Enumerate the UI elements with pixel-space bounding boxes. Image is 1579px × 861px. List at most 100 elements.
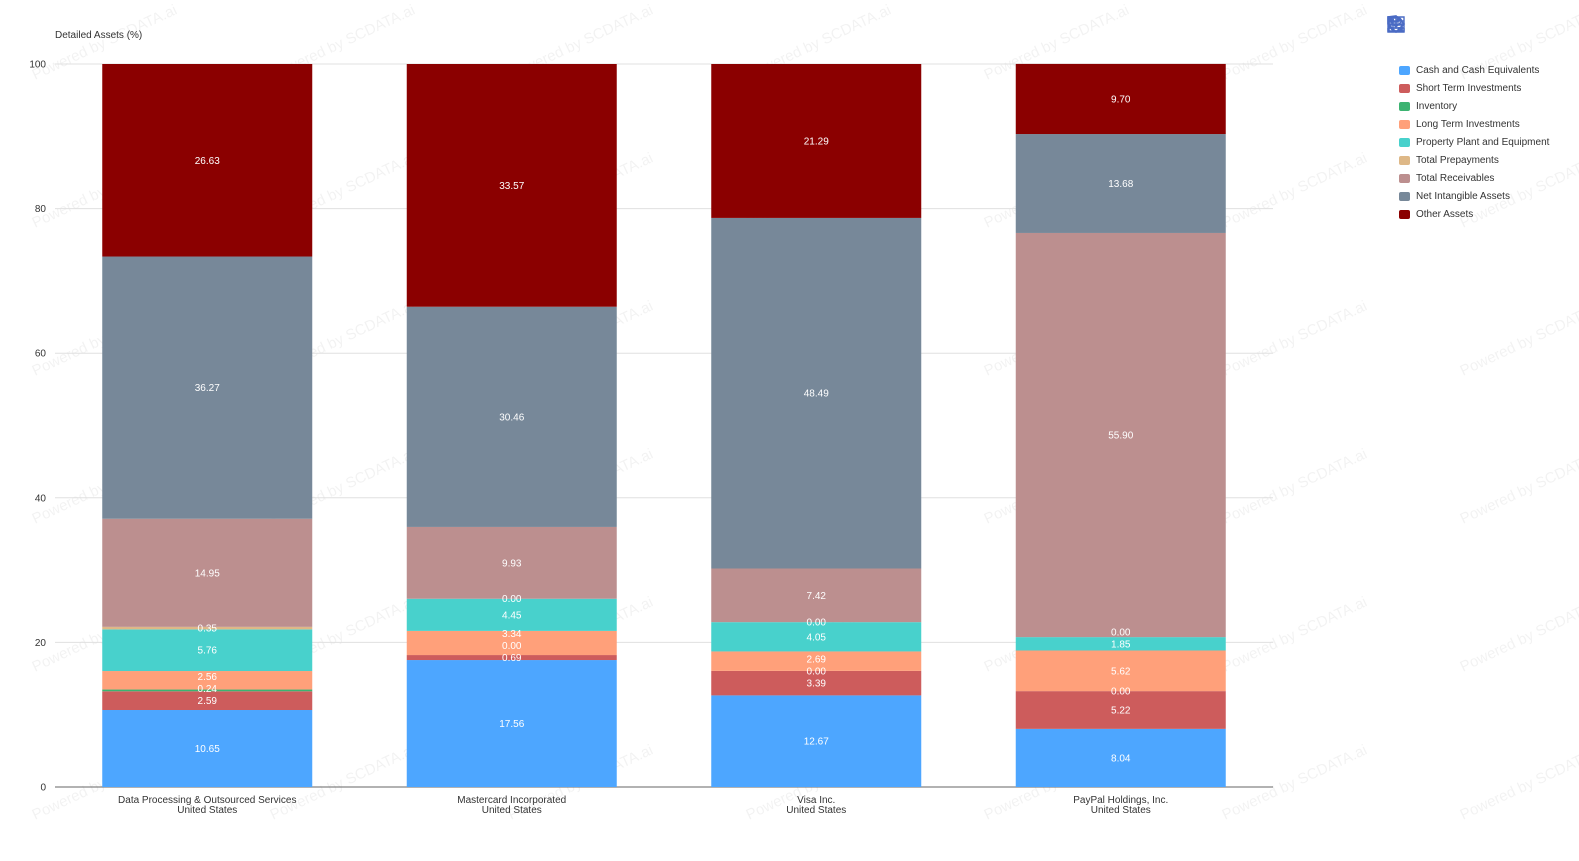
watermark-text: Powered by SCDATA.ai	[1458, 446, 1579, 528]
bar-segment	[406, 526, 617, 599]
bar-segment	[406, 630, 617, 656]
data-label: 0.00	[502, 594, 522, 605]
bar-segment	[1015, 728, 1226, 787]
bar-segment	[1015, 691, 1226, 729]
bar-segment	[1015, 63, 1226, 135]
legend-swatch	[1399, 84, 1410, 94]
bar-segment	[102, 64, 313, 257]
data-label: 0.00	[807, 618, 827, 629]
bar-segment	[406, 306, 617, 527]
bar-segment	[711, 622, 922, 652]
data-label: 55.90	[1108, 431, 1133, 442]
y-tick-label: 0	[40, 783, 46, 794]
y-tick-label: 40	[35, 493, 47, 504]
bar-segment	[711, 217, 922, 569]
legend-swatch	[1399, 102, 1410, 112]
watermark-text: Powered by SCDATA.ai	[1220, 594, 1370, 676]
x-tick-label: Data Processing & Outsourced Services	[118, 795, 296, 806]
legend-label: Cash and Cash Equivalents	[1416, 65, 1540, 77]
data-label: 9.70	[1111, 94, 1131, 105]
data-label: 5.62	[1111, 666, 1131, 677]
bar-segment	[102, 710, 313, 787]
y-axis-title: Detailed Assets (%)	[55, 30, 142, 41]
bar-segment	[102, 256, 313, 519]
data-label: 9.93	[502, 558, 522, 569]
legend-label: Net Intangible Assets	[1416, 190, 1510, 202]
data-label: 2.69	[807, 654, 827, 665]
y-tick-label: 20	[35, 638, 47, 649]
watermark-text: Powered by SCDATA.ai	[1220, 150, 1370, 232]
x-tick-label: Visa Inc.	[797, 795, 835, 806]
data-label: 2.56	[198, 672, 218, 683]
y-tick-label: 80	[35, 204, 47, 215]
bar-segment	[1015, 650, 1226, 692]
x-tick-label: United States	[177, 805, 237, 816]
watermark-text: Powered by SCDATA.ai	[1458, 298, 1579, 380]
watermark-text: Powered by SCDATA.ai	[1458, 742, 1579, 824]
data-label: 7.42	[807, 591, 827, 602]
data-label: 13.68	[1108, 179, 1133, 190]
bar-segment	[711, 64, 922, 218]
bar-segment	[102, 671, 313, 690]
watermark-text: Powered by SCDATA.ai	[1220, 298, 1370, 380]
legend-swatch	[1399, 120, 1410, 130]
data-label: 8.04	[1111, 753, 1131, 764]
legend-item[interactable]: Net Intangible Assets	[1399, 187, 1549, 205]
bar-segment	[711, 568, 922, 623]
legend-label: Other Assets	[1416, 208, 1474, 220]
legend-item[interactable]: Property Plant and Equipment	[1399, 134, 1549, 152]
refresh-icon[interactable]	[1386, 14, 1406, 34]
bar-segment	[711, 695, 922, 787]
legend-item[interactable]: Short Term Investments	[1399, 80, 1549, 98]
legend-item[interactable]: Long Term Investments	[1399, 116, 1549, 134]
bar-segment	[406, 64, 617, 307]
data-label: 21.29	[804, 136, 829, 147]
data-label: 36.27	[195, 383, 220, 394]
data-label: 17.56	[499, 719, 524, 730]
legend-swatch	[1399, 209, 1410, 219]
legend-item[interactable]: Other Assets	[1399, 205, 1549, 223]
legend-label: Total Receivables	[1416, 172, 1495, 184]
legend-item[interactable]: Cash and Cash Equivalents	[1399, 62, 1549, 80]
data-label: 30.46	[499, 412, 524, 423]
legend-swatch	[1399, 191, 1410, 201]
data-label: 5.76	[198, 646, 218, 657]
bar-segment	[102, 626, 313, 630]
data-label: 0.35	[198, 624, 218, 635]
y-tick-label: 60	[35, 349, 47, 360]
bar-segment	[406, 660, 617, 787]
data-label: 0.00	[502, 641, 522, 652]
legend-swatch	[1399, 173, 1410, 183]
bar-segment	[406, 655, 617, 661]
legend-item[interactable]: Inventory	[1399, 98, 1549, 116]
bar-segment	[1015, 637, 1226, 651]
legend-label: Property Plant and Equipment	[1416, 137, 1550, 148]
data-label: 12.67	[804, 737, 829, 748]
data-label: 0.00	[807, 666, 827, 677]
x-tick-label: United States	[786, 805, 846, 816]
legend-label: Inventory	[1416, 101, 1458, 113]
data-label: 4.45	[502, 610, 522, 621]
watermark-text: Powered by SCDATA.ai	[1458, 594, 1579, 676]
legend-item[interactable]: Total Receivables	[1399, 169, 1549, 187]
data-label: 5.22	[1111, 706, 1131, 717]
bar-segment	[1015, 134, 1226, 233]
legend-label: Total Prepayments	[1416, 154, 1499, 166]
data-label: 0.69	[502, 653, 522, 664]
legend-label: Short Term Investments	[1416, 83, 1522, 95]
legend-swatch	[1399, 155, 1410, 165]
legend-item[interactable]: Total Prepayments	[1399, 151, 1549, 169]
bar-segment	[1015, 232, 1226, 638]
legend-label: Long Term Investments	[1416, 119, 1520, 131]
data-label: 26.63	[195, 156, 220, 167]
data-label: 4.05	[807, 632, 827, 643]
bar-segment	[102, 689, 313, 692]
data-label: 48.49	[804, 389, 829, 400]
data-label: 0.00	[1111, 687, 1131, 698]
data-label: 0.24	[198, 684, 218, 695]
bar-segment	[711, 651, 922, 671]
x-tick-label: Mastercard Incorporated	[457, 795, 566, 806]
legend-swatch	[1399, 138, 1410, 147]
